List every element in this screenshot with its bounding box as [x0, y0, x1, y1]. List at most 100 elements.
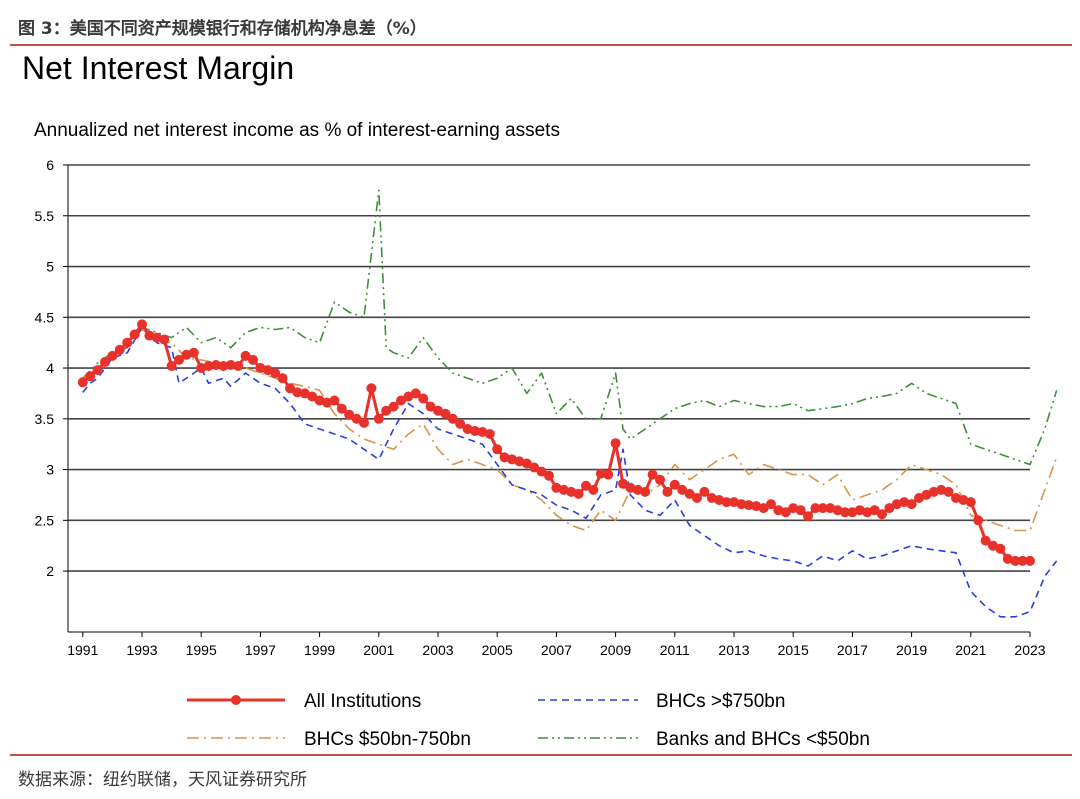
data-point: [388, 401, 399, 412]
data-point: [381, 405, 392, 416]
data-point: [107, 350, 118, 361]
data-point: [655, 474, 665, 485]
data-point: [292, 387, 303, 398]
y-tick-label: 6: [46, 157, 54, 173]
data-point: [470, 426, 480, 436]
data-point: [684, 488, 695, 499]
data-point: [396, 395, 406, 406]
series-lines: [77, 189, 1058, 618]
data-point: [647, 469, 658, 480]
x-axis-ticks: 1991 1993 1995 1997 1999 2001 2003 2005 2007 2009…: [67, 632, 1046, 658]
data-point: [122, 337, 133, 348]
series-line-0: [81, 322, 1030, 563]
data-point: [640, 486, 651, 497]
data-point: [447, 413, 458, 424]
y-tick-label: 5: [46, 259, 54, 275]
data-point: [588, 484, 599, 495]
x-tick-label: 2007: [541, 642, 572, 658]
bottom-divider: [10, 754, 1072, 756]
data-point: [973, 515, 984, 526]
data-point: [869, 505, 880, 516]
x-tick-label: 2015: [778, 642, 809, 658]
legend-marker: [231, 695, 241, 705]
legend-label: Banks and BHCs <$50bn: [656, 729, 870, 750]
data-point: [743, 500, 754, 511]
data-point: [351, 413, 362, 424]
data-point: [965, 497, 976, 508]
data-point: [240, 350, 251, 361]
data-point: [1025, 555, 1035, 566]
y-tick-label: 5.5: [35, 208, 55, 224]
data-point: [203, 361, 214, 371]
x-tick-label: 1999: [304, 642, 335, 658]
data-point: [699, 486, 710, 497]
data-point: [344, 409, 355, 420]
data-point: [248, 354, 258, 365]
legend-label: BHCs >$750bn: [656, 691, 785, 712]
series-line-1: [82, 326, 1058, 618]
data-point: [373, 413, 384, 424]
data-point: [329, 395, 340, 406]
x-tick-label: 2011: [660, 642, 690, 658]
y-tick-label: 4.5: [35, 309, 55, 325]
data-point: [410, 388, 421, 399]
data-point: [211, 360, 221, 370]
data-point: [544, 470, 554, 481]
x-tick-label: 1997: [245, 642, 276, 658]
data-point: [492, 444, 503, 455]
data-point: [595, 468, 606, 479]
data-point: [817, 503, 828, 514]
data-point: [225, 360, 236, 370]
data-point: [943, 486, 954, 497]
data-point: [618, 478, 628, 489]
data-point: [840, 507, 850, 518]
data-point: [766, 499, 776, 510]
data-point: [795, 505, 806, 516]
data-point: [270, 368, 281, 379]
data-point: [277, 373, 288, 384]
x-tick-label: 2017: [837, 642, 868, 658]
data-point: [77, 377, 88, 388]
y-tick-label: 2.5: [35, 512, 55, 528]
data-point: [285, 383, 295, 394]
data-point: [736, 499, 747, 510]
data-point: [455, 418, 466, 429]
data-point: [758, 503, 769, 514]
data-point: [166, 361, 177, 371]
data-point: [218, 361, 229, 371]
data-point: [159, 334, 170, 345]
data-point: [803, 511, 813, 522]
data-point: [603, 469, 614, 480]
y-tick-label: 2: [46, 563, 54, 579]
x-tick-label: 2013: [718, 642, 749, 658]
x-tick-label: 2023: [1014, 642, 1045, 658]
data-point: [906, 499, 917, 510]
data-point: [137, 319, 147, 330]
data-point: [810, 503, 821, 514]
data-point: [1017, 555, 1028, 566]
data-point: [669, 479, 680, 490]
data-point: [359, 417, 369, 428]
data-point: [418, 393, 429, 404]
data-point: [233, 361, 244, 371]
legend-label: BHCs $50bn-750bn: [304, 729, 471, 750]
x-tick-label: 2021: [955, 642, 986, 658]
data-point: [484, 429, 495, 439]
legend: All Institutions BHCs >$750bn BHCs $50bn-7…: [187, 691, 870, 750]
x-tick-label: 2003: [422, 642, 453, 658]
x-tick-label: 2009: [600, 642, 631, 658]
y-tick-label: 4: [46, 360, 54, 376]
x-tick-label: 1991: [67, 642, 98, 658]
data-point: [780, 507, 791, 518]
data-point: [440, 408, 451, 419]
series-line-2: [82, 328, 1058, 532]
data-point: [129, 329, 140, 340]
data-point: [100, 357, 110, 367]
figure-caption: 图 3：美国不同资产规模银行和存储机构净息差（%）: [18, 19, 427, 39]
chart-title: Net Interest Margin: [22, 50, 295, 86]
x-tick-label: 1995: [186, 642, 217, 658]
data-point: [980, 535, 991, 546]
x-tick-label: 2001: [363, 642, 394, 658]
data-point: [529, 462, 540, 473]
data-point: [662, 486, 673, 497]
